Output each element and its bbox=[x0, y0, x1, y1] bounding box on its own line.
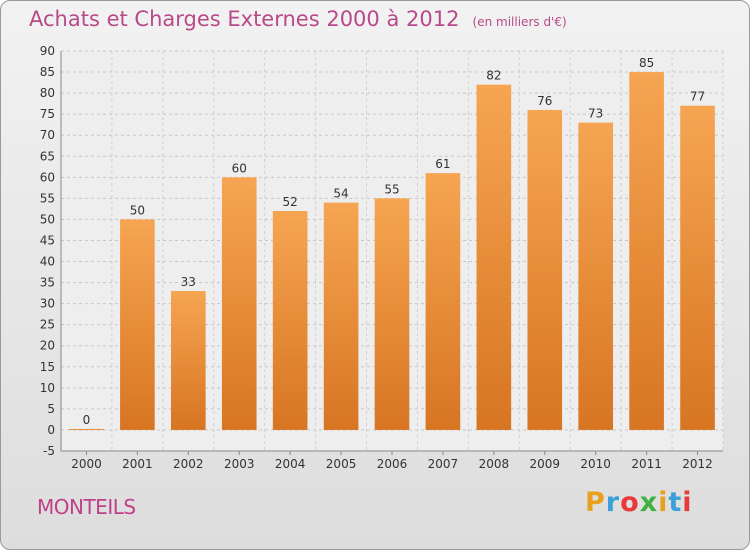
bar bbox=[527, 109, 563, 430]
y-tick-label: 85 bbox=[40, 65, 55, 79]
logo-letter: i bbox=[658, 487, 669, 518]
bar bbox=[629, 72, 664, 430]
chart-title: Achats et Charges Externes 2000 à 2012 (… bbox=[29, 7, 567, 31]
bar bbox=[120, 219, 155, 430]
bar-value-label: 73 bbox=[588, 107, 603, 121]
y-tick-label: 25 bbox=[40, 318, 55, 332]
chart-title-unit: (en milliers d'€) bbox=[472, 15, 567, 29]
y-tick-label: 15 bbox=[40, 360, 55, 374]
bar-value-label: 77 bbox=[690, 90, 705, 104]
y-tick-label: 20 bbox=[40, 339, 55, 353]
y-tick-label: 35 bbox=[40, 276, 55, 290]
x-tick-label: 2005 bbox=[326, 457, 357, 471]
bar-value-label: 55 bbox=[384, 182, 399, 196]
x-tick-label: 2011 bbox=[631, 457, 662, 471]
y-tick-label: 0 bbox=[47, 423, 55, 437]
logo-letter: r bbox=[605, 487, 621, 518]
y-tick-label: 80 bbox=[40, 86, 55, 100]
y-tick-label: 5 bbox=[47, 402, 55, 416]
bar-value-label: 82 bbox=[486, 69, 501, 83]
logo-letter: P bbox=[585, 487, 606, 518]
y-tick-label: 30 bbox=[40, 297, 55, 311]
x-tick-label: 2004 bbox=[275, 457, 306, 471]
x-tick-label: 2008 bbox=[479, 457, 510, 471]
bar bbox=[323, 202, 359, 430]
bar bbox=[69, 428, 104, 430]
logo-letter: t bbox=[668, 487, 683, 518]
y-tick-label: 40 bbox=[40, 255, 55, 269]
bar-value-label: 85 bbox=[639, 56, 654, 70]
bar bbox=[680, 105, 715, 430]
y-tick-label: 90 bbox=[40, 44, 55, 58]
y-tick-label: 10 bbox=[40, 381, 55, 395]
y-tick-label: 50 bbox=[40, 212, 55, 226]
bar-value-label: 33 bbox=[181, 275, 196, 289]
x-tick-label: 2003 bbox=[224, 457, 255, 471]
bar-value-label: 54 bbox=[333, 187, 348, 201]
bar-value-label: 76 bbox=[537, 94, 552, 108]
bar-value-label: 0 bbox=[83, 413, 91, 427]
bar-value-label: 52 bbox=[283, 195, 298, 209]
y-tick-label: 75 bbox=[40, 107, 55, 121]
y-tick-label: 70 bbox=[40, 128, 55, 142]
y-tick-label: 55 bbox=[40, 191, 55, 205]
bar bbox=[221, 177, 257, 430]
y-tick-label: 45 bbox=[40, 233, 55, 247]
x-tick-label: 2012 bbox=[682, 457, 713, 471]
bar-value-label: 60 bbox=[232, 161, 247, 175]
proxiti-logo: Proxiti bbox=[585, 487, 693, 518]
bar bbox=[578, 122, 614, 430]
x-tick-label: 2009 bbox=[529, 457, 560, 471]
logo-letter: x bbox=[639, 487, 659, 518]
bar-value-label: 50 bbox=[130, 203, 145, 217]
x-tick-label: 2002 bbox=[173, 457, 204, 471]
bar bbox=[170, 291, 206, 430]
bar bbox=[272, 211, 308, 430]
commune-name: MONTEILS bbox=[37, 495, 136, 519]
x-tick-label: 2010 bbox=[580, 457, 611, 471]
y-tick-label: 65 bbox=[40, 149, 55, 163]
x-tick-label: 2006 bbox=[377, 457, 408, 471]
logo-letter: i bbox=[682, 487, 693, 518]
x-tick-label: 2000 bbox=[71, 457, 102, 471]
x-tick-label: 2007 bbox=[428, 457, 459, 471]
y-tick-label: -5 bbox=[43, 444, 55, 458]
bar bbox=[374, 198, 410, 430]
bar-value-label: 61 bbox=[435, 157, 450, 171]
bar bbox=[476, 84, 512, 430]
chart-title-main: Achats et Charges Externes 2000 à 2012 bbox=[29, 7, 460, 31]
bar bbox=[425, 173, 461, 430]
y-tick-label: 60 bbox=[40, 170, 55, 184]
x-tick-label: 2001 bbox=[122, 457, 153, 471]
logo-letter: o bbox=[620, 487, 640, 518]
